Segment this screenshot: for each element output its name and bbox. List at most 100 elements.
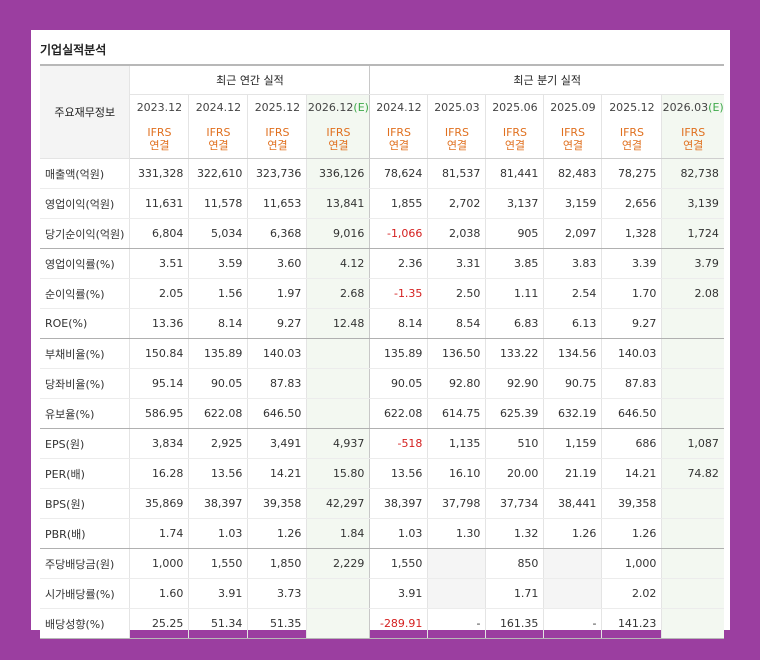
table-cell: 3,159 bbox=[543, 188, 602, 219]
table-cell: 1.26 bbox=[543, 518, 602, 549]
financial-table: 주요재무정보 최근 연간 실적 최근 분기 실적 2023.12 2024.12 2… bbox=[40, 64, 724, 639]
table-cell: 161.35 bbox=[485, 608, 544, 639]
table-cell bbox=[306, 338, 370, 369]
row-label: 영업이익률(%) bbox=[40, 248, 130, 279]
table-cell bbox=[306, 608, 370, 639]
table-cell: 37,798 bbox=[427, 488, 486, 519]
table-cell: 6,368 bbox=[247, 218, 307, 249]
table-cell: 1,850 bbox=[247, 548, 307, 579]
table-cell: 632.19 bbox=[543, 398, 602, 429]
table-cell: 646.50 bbox=[601, 398, 662, 429]
table-row: EPS(원) 3,834 2,925 3,491 4,937 -518 1,135 510 1,… bbox=[40, 428, 724, 459]
row-label: 시가배당률(%) bbox=[40, 578, 130, 609]
ifrs-label: IFRS bbox=[619, 126, 645, 139]
table-cell: -1.35 bbox=[369, 278, 428, 309]
column-date-header: 2025.12 bbox=[247, 94, 307, 120]
table-row: BPS(원) 35,869 38,397 39,358 42,297 38,397 37,7… bbox=[40, 488, 724, 519]
row-label: 유보율(%) bbox=[40, 398, 130, 429]
row-label: PER(배) bbox=[40, 458, 130, 489]
table-cell: 6.83 bbox=[485, 308, 544, 339]
table-cell: 11,578 bbox=[188, 188, 248, 219]
table-cell: 8.14 bbox=[188, 308, 248, 339]
table-cell: 6.13 bbox=[543, 308, 602, 339]
table-cell: 2.68 bbox=[306, 278, 370, 309]
table-cell: 323,736 bbox=[247, 158, 307, 189]
table-cell: 646.50 bbox=[247, 398, 307, 429]
table-cell: 322,610 bbox=[188, 158, 248, 189]
table-cell: 2,925 bbox=[188, 428, 248, 459]
table-cell: 13.36 bbox=[129, 308, 189, 339]
table-cell: 140.03 bbox=[247, 338, 307, 369]
ifrs-label: IFRS bbox=[386, 126, 412, 139]
table-cell: 1,724 bbox=[661, 218, 724, 249]
consolidated-label: 연결 bbox=[208, 139, 229, 152]
table-row: 부채비율(%) 150.84 135.89 140.03 135.89 136.50 133… bbox=[40, 338, 724, 369]
table-cell: 141.23 bbox=[601, 608, 662, 639]
table-cell: 20.00 bbox=[485, 458, 544, 489]
table-cell: 3.85 bbox=[485, 248, 544, 279]
table-cell: 1,087 bbox=[661, 428, 724, 459]
column-ifrs-header: IFRS 연결 bbox=[661, 120, 724, 159]
table-cell: 2,038 bbox=[427, 218, 486, 249]
table-cell: 16.28 bbox=[129, 458, 189, 489]
table-cell: 2,656 bbox=[601, 188, 662, 219]
table-cell: 622.08 bbox=[188, 398, 248, 429]
table-cell: 95.14 bbox=[129, 368, 189, 399]
table-cell: 2.05 bbox=[129, 278, 189, 309]
row-label: 매출액(억원) bbox=[40, 158, 130, 189]
table-cell: 1,000 bbox=[601, 548, 662, 579]
table-cell: 78,275 bbox=[601, 158, 662, 189]
table-cell: - bbox=[427, 608, 486, 639]
row-label: 당좌비율(%) bbox=[40, 368, 130, 399]
consolidated-label: 연결 bbox=[149, 139, 170, 152]
table-cell bbox=[306, 368, 370, 399]
column-date: 2025.06 bbox=[492, 101, 538, 114]
column-ifrs-header: IFRS 연결 bbox=[129, 120, 189, 159]
column-date-header: 2026.12(E) bbox=[306, 94, 370, 120]
table-cell: 510 bbox=[485, 428, 544, 459]
table-cell: 2.50 bbox=[427, 278, 486, 309]
table-cell bbox=[661, 608, 724, 639]
table-cell: 135.89 bbox=[369, 338, 428, 369]
table-cell: 3.39 bbox=[601, 248, 662, 279]
table-row: 당좌비율(%) 95.14 90.05 87.83 90.05 92.80 92.90 90.… bbox=[40, 368, 724, 399]
table-cell: 1,328 bbox=[601, 218, 662, 249]
table-cell: 92.80 bbox=[427, 368, 486, 399]
column-ifrs-header: IFRS 연결 bbox=[369, 120, 428, 159]
table-row: PER(배) 16.28 13.56 14.21 15.80 13.56 16.10 20.0… bbox=[40, 458, 724, 489]
table-cell: 8.54 bbox=[427, 308, 486, 339]
column-date: 2026.12 bbox=[307, 101, 354, 114]
table-cell bbox=[661, 578, 724, 609]
corner-label: 주요재무정보 bbox=[40, 64, 130, 159]
table-cell: 37,734 bbox=[485, 488, 544, 519]
table-row: 영업이익(억원) 11,631 11,578 11,653 13,841 1,855 2,7… bbox=[40, 188, 724, 219]
table-cell: 2.36 bbox=[369, 248, 428, 279]
table-cell: 140.03 bbox=[601, 338, 662, 369]
table-cell: 15.80 bbox=[306, 458, 370, 489]
table-cell: 3.60 bbox=[247, 248, 307, 279]
column-date-header: 2025.09 bbox=[543, 94, 602, 120]
table-cell bbox=[661, 338, 724, 369]
row-label: PBR(배) bbox=[40, 518, 130, 549]
table-cell: 2.02 bbox=[601, 578, 662, 609]
financial-summary-card: 기업실적분석 주요재무정보 최근 연간 실적 최근 분기 실적 2023.12 2… bbox=[31, 30, 730, 639]
table-cell: 38,397 bbox=[188, 488, 248, 519]
column-ifrs-header: IFRS 연결 bbox=[188, 120, 248, 159]
table-cell: 614.75 bbox=[427, 398, 486, 429]
row-label: EPS(원) bbox=[40, 428, 130, 459]
table-cell: 331,328 bbox=[129, 158, 189, 189]
table-cell: 90.75 bbox=[543, 368, 602, 399]
row-label: 영업이익(억원) bbox=[40, 188, 130, 219]
table-cell: 74.82 bbox=[661, 458, 724, 489]
table-row: 순이익률(%) 2.05 1.56 1.97 2.68 -1.35 2.50 1.11 2.54… bbox=[40, 278, 724, 309]
ifrs-label: IFRS bbox=[681, 126, 706, 139]
column-date-header: 2025.12 bbox=[601, 94, 662, 120]
table-cell: 13.56 bbox=[188, 458, 248, 489]
table-cell: 3.51 bbox=[129, 248, 189, 279]
table-cell: 1.60 bbox=[129, 578, 189, 609]
column-ifrs-header: IFRS 연결 bbox=[306, 120, 370, 159]
column-date-header: 2024.12 bbox=[188, 94, 248, 120]
estimate-mark: (E) bbox=[353, 101, 369, 114]
row-label: ROE(%) bbox=[40, 308, 130, 339]
table-cell: 1.97 bbox=[247, 278, 307, 309]
